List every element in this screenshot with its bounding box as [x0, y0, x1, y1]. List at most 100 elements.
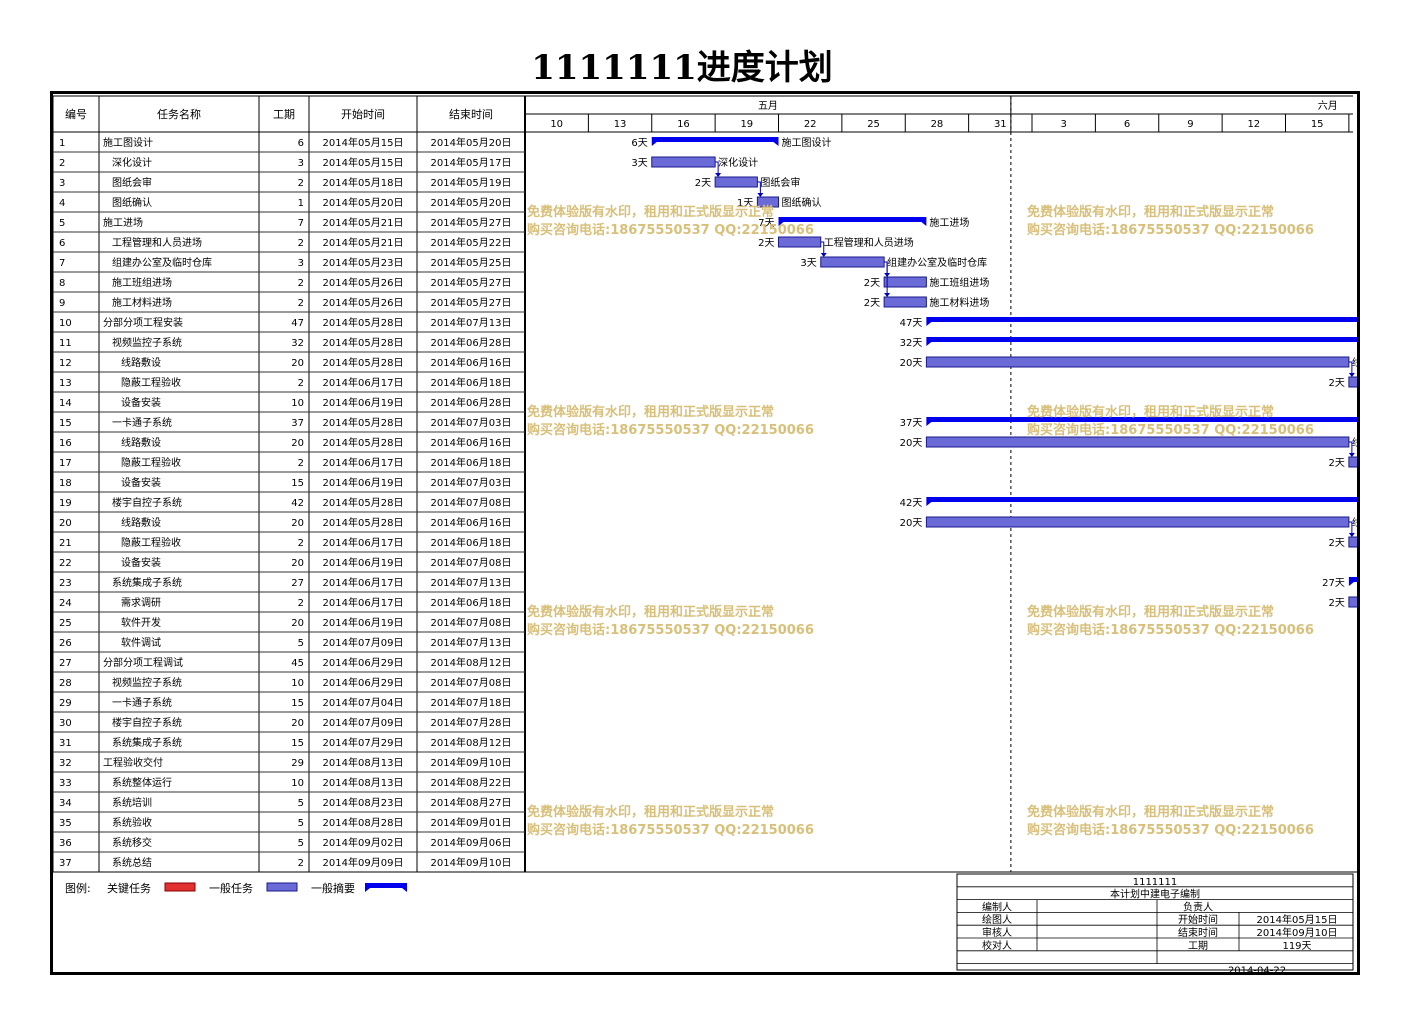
duration-label: 3天 [800, 258, 816, 269]
task-start-cell: 2014年05月26日 [323, 296, 404, 309]
duration-label: 32天 [900, 338, 923, 349]
task-id-cell: 20 [59, 518, 72, 529]
task-duration-cell: 2 [298, 598, 304, 609]
duration-col-header: 工期 [273, 108, 295, 121]
task-duration-cell: 2 [298, 178, 304, 189]
task-name-cell: 系统总结 [112, 856, 152, 869]
dependency-link [715, 161, 719, 176]
task-start-cell: 2014年09月02日 [323, 836, 404, 849]
task-duration-cell: 10 [291, 678, 304, 689]
task-id-cell: 31 [59, 738, 72, 749]
task-end-cell: 2014年07月13日 [431, 316, 512, 329]
watermark-right-line1: 免费体验版有水印，租用和正式版显示正常 [1027, 804, 1274, 820]
task-name-cell: 系统验收 [112, 816, 152, 829]
info-editor-label: 编制人 [982, 900, 1012, 913]
task-start-cell: 2014年06月19日 [323, 616, 404, 629]
task-end-cell: 2014年07月08日 [431, 676, 512, 689]
info-reviewer-label: 审核人 [982, 926, 1012, 939]
task-id-cell: 12 [59, 358, 72, 369]
task-id-cell: 1 [59, 138, 65, 149]
task-bar [651, 156, 716, 168]
duration-label: 20天 [900, 438, 923, 449]
task-duration-cell: 15 [291, 478, 304, 489]
watermark-left-line1: 免费体验版有水印，租用和正式版显示正常 [527, 404, 774, 420]
day-tick-label: 22 [804, 119, 817, 130]
task-id-cell: 14 [59, 398, 72, 409]
task-duration-cell: 5 [298, 638, 304, 649]
watermark-right-line2: 购买咨询电话:18675550537 QQ:22150066 [1027, 422, 1314, 438]
duration-label: 20天 [900, 358, 923, 369]
task-bar [714, 176, 758, 188]
summary-bar [1348, 577, 1357, 586]
task-id-cell: 16 [59, 438, 72, 449]
task-duration-cell: 2 [298, 858, 304, 869]
task-start-cell: 2014年06月29日 [323, 656, 404, 669]
summary-bar [926, 317, 1357, 326]
task-duration-cell: 5 [298, 818, 304, 829]
task-start-cell: 2014年07月09日 [323, 636, 404, 649]
info-checker-label: 校对人 [982, 939, 1012, 952]
task-end-cell: 2014年06月18日 [431, 456, 512, 469]
task-id-cell: 17 [59, 458, 72, 469]
task-name-cell: 施工班组进场 [112, 276, 172, 289]
task-start-cell: 2014年06月19日 [323, 476, 404, 489]
task-end-cell: 2014年07月03日 [431, 416, 512, 429]
task-bar [1348, 596, 1357, 608]
task-bar [925, 356, 1350, 368]
duration-label: 2天 [1329, 458, 1345, 469]
task-name-cell: 施工图设计 [103, 136, 153, 149]
task-duration-cell: 2 [298, 378, 304, 389]
task-id-cell: 10 [59, 318, 72, 329]
duration-label: 3天 [631, 158, 647, 169]
task-duration-cell: 29 [291, 758, 304, 769]
task-start-cell: 2014年05月28日 [323, 336, 404, 349]
summary-bar [778, 217, 927, 226]
month-label: 六月 [1318, 100, 1338, 112]
task-end-cell: 2014年06月28日 [431, 396, 512, 409]
legend-normal-label: 一般任务 [209, 882, 253, 895]
task-bar [883, 296, 927, 308]
task-id-cell: 32 [59, 758, 72, 769]
task-start-cell: 2014年05月20日 [323, 196, 404, 209]
task-id-cell: 37 [59, 858, 72, 869]
task-bar-label: 工程管理和人员进场 [824, 236, 914, 249]
task-id-cell: 33 [59, 778, 72, 789]
task-end-cell: 2014年06月28日 [431, 336, 512, 349]
task-id-cell: 28 [59, 678, 72, 689]
task-name-cell: 线路敷设 [121, 516, 161, 529]
task-end-cell: 2014年08月22日 [431, 776, 512, 789]
dependency-arrow [715, 173, 722, 177]
task-end-cell: 2014年07月13日 [431, 636, 512, 649]
task-end-cell: 2014年06月16日 [431, 436, 512, 449]
day-tick-label: 15 [1311, 119, 1324, 130]
start-col-header: 开始时间 [341, 107, 385, 121]
task-id-cell: 23 [59, 578, 72, 589]
task-end-cell: 2014年06月18日 [431, 596, 512, 609]
task-bar [925, 436, 1350, 448]
task-bar [1348, 376, 1357, 388]
task-name-cell: 系统集成子系统 [112, 736, 182, 749]
task-name-cell: 施工材料进场 [112, 296, 172, 309]
task-end-cell: 2014年07月08日 [431, 556, 512, 569]
task-start-cell: 2014年05月15日 [323, 156, 404, 169]
task-name-cell: 系统移交 [112, 836, 152, 849]
task-duration-cell: 10 [291, 398, 304, 409]
duration-label: 2天 [1329, 538, 1345, 549]
dependency-link [820, 241, 825, 256]
legend-critical-swatch [164, 882, 196, 892]
task-name-cell: 线路敷设 [121, 356, 161, 369]
task-duration-cell: 15 [291, 698, 304, 709]
task-bar-label: 线路敷设 [1352, 436, 1357, 449]
duration-label: 6天 [631, 138, 647, 149]
task-name-cell: 软件调试 [121, 636, 161, 649]
task-duration-cell: 5 [298, 798, 304, 809]
task-start-cell: 2014年06月29日 [323, 676, 404, 689]
task-id-cell: 22 [59, 558, 72, 569]
task-duration-cell: 5 [298, 838, 304, 849]
watermark-left-line2: 购买咨询电话:18675550537 QQ:22150066 [527, 622, 814, 638]
task-start-cell: 2014年06月17日 [323, 576, 404, 589]
summary-bar [926, 337, 1357, 346]
day-tick-label: 9 [1187, 119, 1193, 130]
duration-label: 2天 [758, 238, 774, 249]
task-duration-cell: 2 [298, 458, 304, 469]
